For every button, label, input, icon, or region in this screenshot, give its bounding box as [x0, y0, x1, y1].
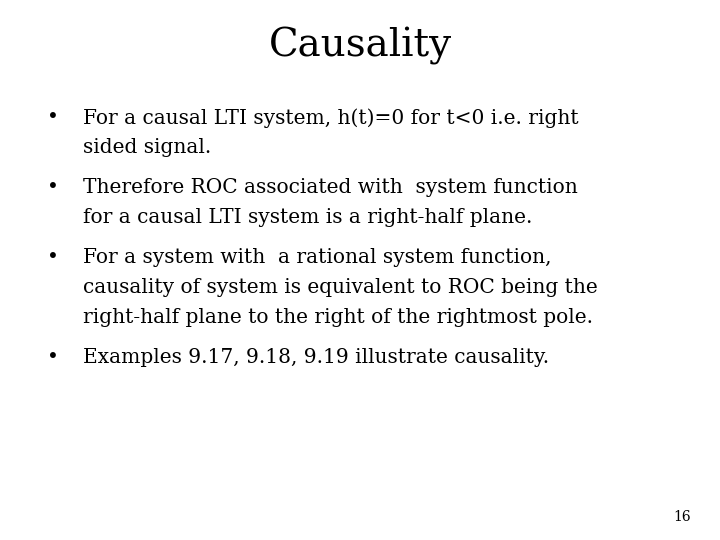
Text: Causality: Causality [269, 27, 451, 65]
Text: •: • [47, 248, 58, 267]
Text: For a causal LTI system, h(t)=0 for t<0 i.e. right: For a causal LTI system, h(t)=0 for t<0 … [83, 108, 578, 127]
Text: 16: 16 [674, 510, 691, 524]
Text: For a system with  a rational system function,: For a system with a rational system func… [83, 248, 552, 267]
Text: •: • [47, 108, 58, 127]
Text: •: • [47, 178, 58, 197]
Text: •: • [47, 348, 58, 367]
Text: for a causal LTI system is a right-half plane.: for a causal LTI system is a right-half … [83, 208, 532, 227]
Text: right-half plane to the right of the rightmost pole.: right-half plane to the right of the rig… [83, 308, 593, 327]
Text: sided signal.: sided signal. [83, 138, 211, 157]
Text: causality of system is equivalent to ROC being the: causality of system is equivalent to ROC… [83, 278, 598, 297]
Text: Examples 9.17, 9.18, 9.19 illustrate causality.: Examples 9.17, 9.18, 9.19 illustrate cau… [83, 348, 549, 367]
Text: Therefore ROC associated with  system function: Therefore ROC associated with system fun… [83, 178, 577, 197]
